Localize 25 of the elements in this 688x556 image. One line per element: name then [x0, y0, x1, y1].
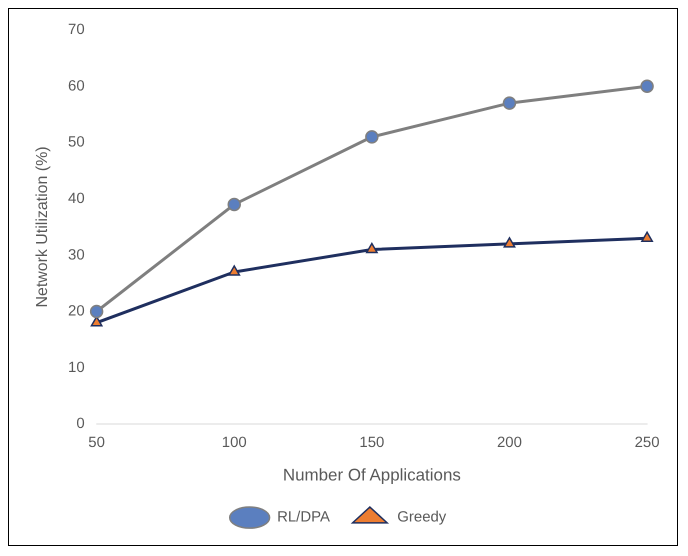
y-tick-label: 0	[76, 415, 85, 432]
y-tick-label: 60	[68, 77, 85, 94]
y-tick-label: 50	[68, 134, 85, 151]
y-tick-label: 30	[68, 246, 85, 264]
x-tick-label: 200	[497, 434, 522, 452]
x-axis-title: Number Of Applications	[282, 466, 461, 485]
point	[502, 96, 516, 110]
x-tick-label: 50	[88, 434, 105, 452]
legend-label: RL/DPA	[277, 508, 330, 526]
x-tick-label: 150	[359, 434, 384, 452]
y-tick-label: 40	[68, 190, 85, 207]
point	[228, 198, 241, 212]
point	[504, 237, 516, 248]
legend-label: Greedy	[397, 508, 447, 526]
point	[366, 242, 378, 254]
point	[640, 80, 654, 93]
point	[641, 232, 654, 242]
x-tick-label: 250	[634, 434, 660, 452]
y-axis-title: Network Utilization (%)	[34, 146, 51, 308]
point	[365, 130, 379, 144]
y-tick-label: 70	[68, 21, 85, 38]
x-tick-label: 100	[222, 434, 247, 452]
y-tick-label: 20	[68, 302, 85, 320]
y-tick-label: 10	[68, 358, 85, 376]
point	[228, 265, 240, 276]
